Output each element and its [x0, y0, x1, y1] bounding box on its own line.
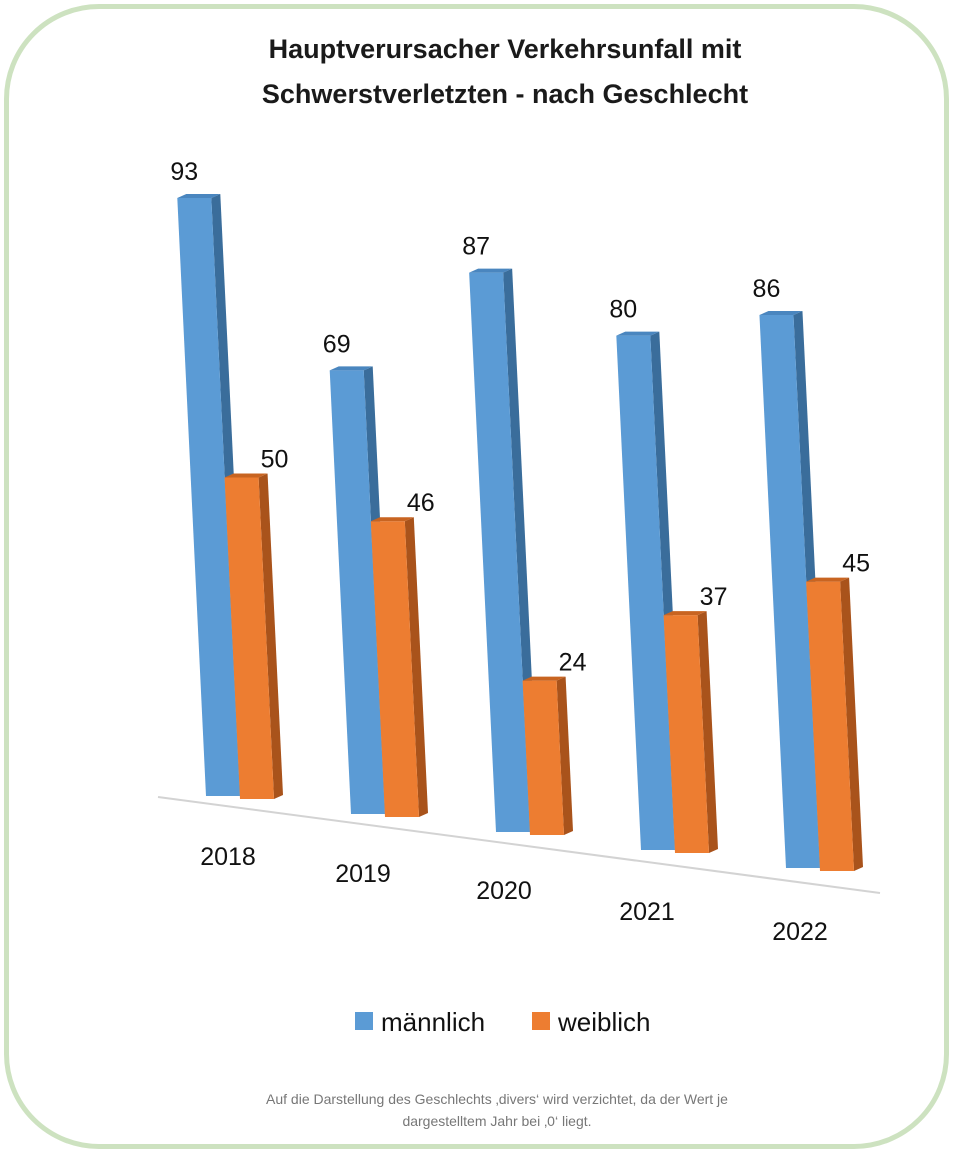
category-label-2019: 2019 [335, 860, 391, 888]
category-label-2018: 2018 [200, 843, 256, 871]
category-label-2022: 2022 [772, 918, 828, 946]
footnote-line-1: Auf die Darstellung des Geschlechts ‚div… [266, 1091, 728, 1107]
category-label-2021: 2021 [619, 898, 675, 926]
bar-weiblich-2020 [522, 680, 564, 835]
bar-maennlich-2019 [329, 370, 385, 814]
legend-swatch-weiblich [532, 1012, 550, 1030]
bar-side-weiblich-2020 [556, 676, 573, 835]
bar-weiblich-2018 [224, 477, 274, 799]
bar-top-maennlich-2020 [469, 268, 513, 273]
value-label-maennlich-2019: 69 [323, 330, 351, 358]
category-axis-line [157, 796, 881, 894]
legend-label-weiblich: weiblich [557, 1007, 651, 1037]
category-labels-group: 2018 2019 2020 2021 2022 [200, 843, 828, 946]
value-label-maennlich-2020: 87 [462, 233, 490, 261]
legend-label-maennlich: männlich [381, 1007, 485, 1037]
bar-side-weiblich-2022 [840, 577, 863, 871]
bar-top-weiblich-2019 [370, 517, 414, 522]
bar-weiblich-2021 [663, 615, 709, 853]
bar-side-weiblich-2018 [258, 473, 283, 799]
bar-weiblich-2022 [806, 581, 854, 871]
bar-side-weiblich-2019 [404, 517, 428, 817]
value-label-weiblich-2020: 24 [559, 649, 587, 677]
bar-top-weiblich-2021 [663, 611, 707, 616]
bar-top-maennlich-2021 [616, 331, 660, 336]
chart-title-line-2: Schwerstverletzten - nach Geschlecht [262, 79, 748, 109]
bar-side-weiblich-2021 [697, 611, 718, 853]
bars-group [177, 194, 863, 871]
bar-weiblich-2019 [370, 521, 419, 817]
bar-top-maennlich-2019 [329, 366, 373, 371]
bar-maennlich-2022 [759, 315, 820, 868]
bar-maennlich-2021 [616, 335, 675, 851]
bar-top-weiblich-2018 [224, 473, 268, 478]
value-label-weiblich-2022: 45 [842, 550, 870, 578]
category-label-2020: 2020 [476, 877, 532, 905]
bar-top-weiblich-2020 [522, 676, 566, 681]
legend-swatch-maennlich [355, 1012, 373, 1030]
bar-top-weiblich-2022 [806, 577, 850, 582]
value-label-maennlich-2022: 86 [753, 275, 781, 303]
footnote-line-2: dargestelltem Jahr bei ‚0‘ liegt. [402, 1113, 591, 1129]
value-label-weiblich-2021: 37 [700, 583, 728, 611]
rounded-frame [4, 4, 949, 1149]
bar-maennlich-2018 [177, 198, 240, 796]
value-labels-group: 93 50 69 46 87 24 80 37 86 45 [170, 158, 870, 677]
value-label-weiblich-2018: 50 [261, 446, 289, 474]
value-label-weiblich-2019: 46 [407, 489, 435, 517]
value-label-maennlich-2018: 93 [170, 158, 198, 186]
legend: männlich weiblich [355, 1007, 651, 1037]
bar-maennlich-2020 [469, 272, 530, 833]
bar-top-maennlich-2018 [177, 194, 221, 199]
value-label-maennlich-2021: 80 [609, 296, 637, 324]
bar-top-maennlich-2022 [759, 311, 803, 316]
chart-title-line-1: Hauptverursacher Verkehrsunfall mit [269, 34, 742, 64]
